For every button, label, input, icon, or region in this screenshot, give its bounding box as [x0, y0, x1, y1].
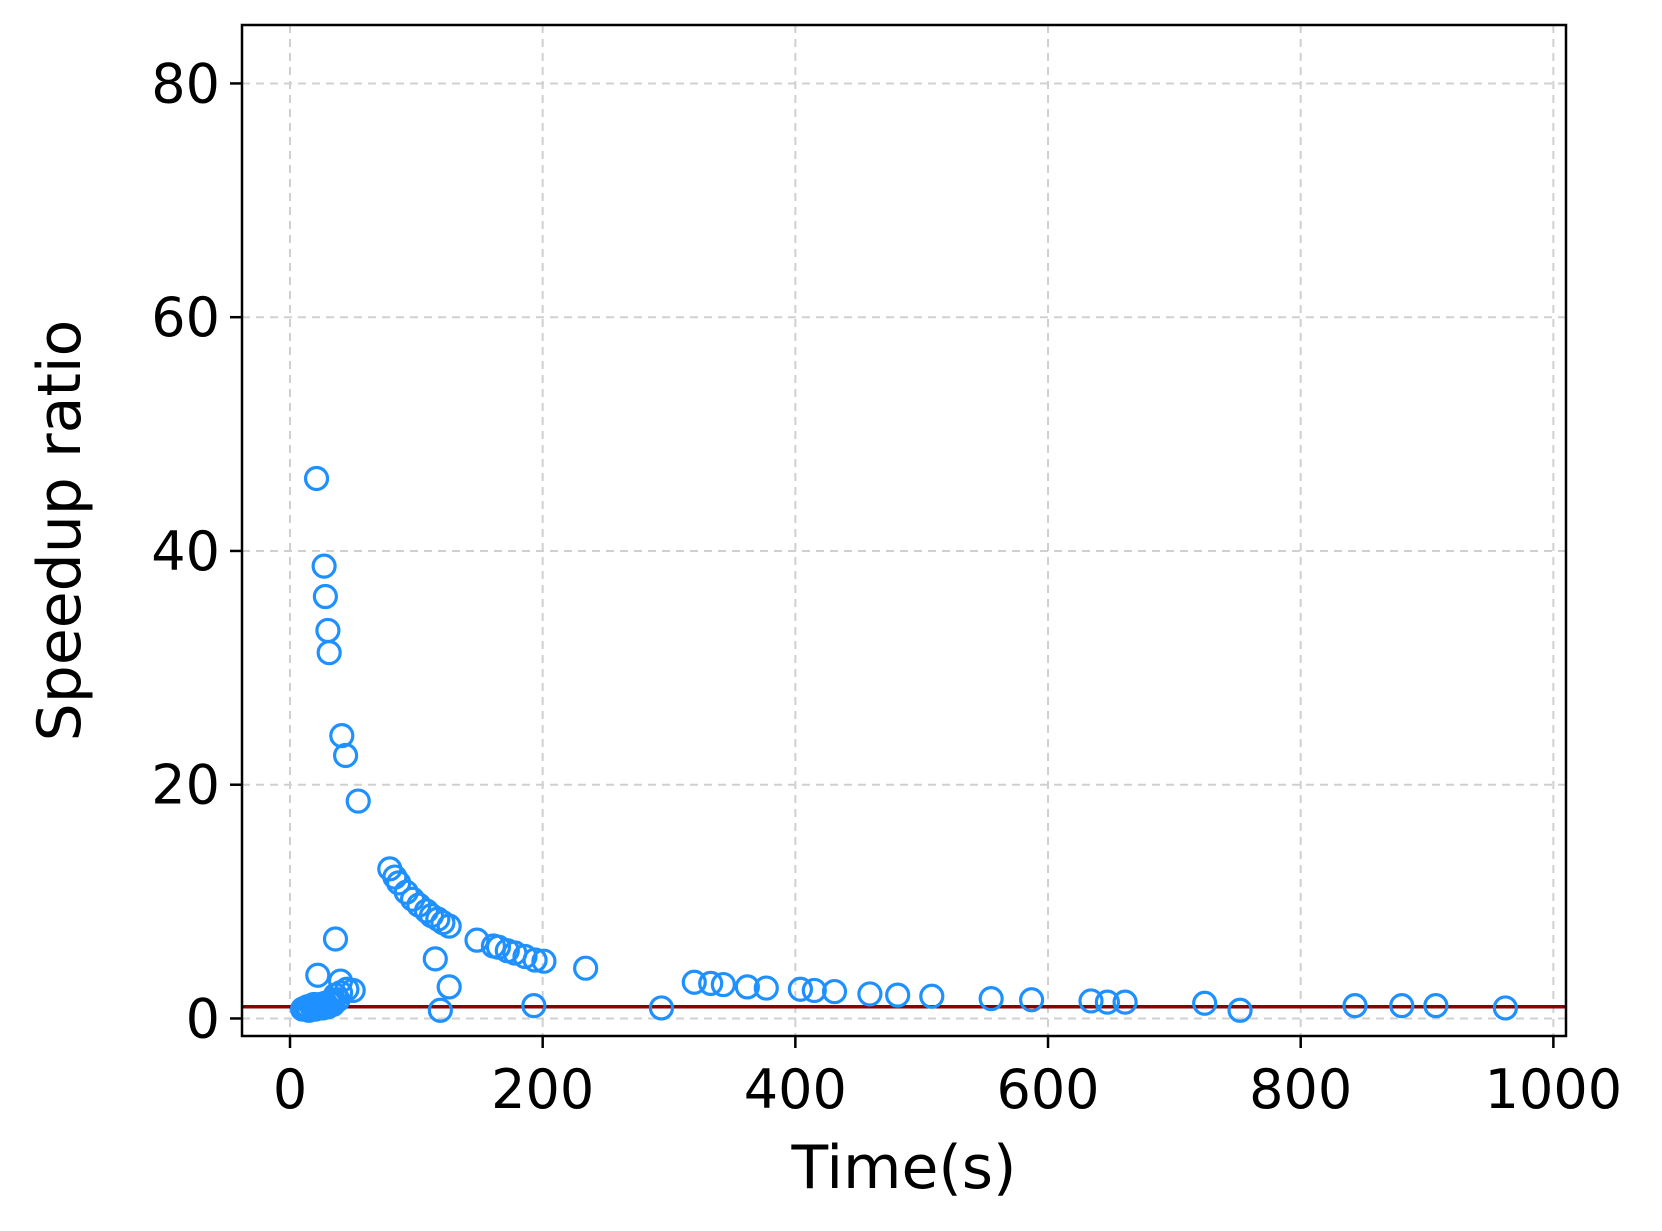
- data-point: [698, 970, 724, 997]
- data-point: [885, 982, 911, 1008]
- y-tick-label: 20: [151, 754, 220, 817]
- data-point: [1423, 993, 1449, 1019]
- data-point: [1094, 989, 1121, 1015]
- data-point: [312, 583, 338, 610]
- plot-area-frame: [240, 23, 1568, 1038]
- x-tick-label: 0: [273, 1058, 307, 1121]
- data-point: [1078, 988, 1104, 1014]
- data-point: [801, 977, 827, 1004]
- data-point: [464, 927, 490, 953]
- y-tick-label: 40: [151, 520, 220, 583]
- data-point: [573, 955, 599, 981]
- x-tick-label: 400: [744, 1058, 847, 1121]
- data-point: [681, 969, 707, 995]
- data-point: [531, 948, 557, 974]
- grid: [242, 25, 1566, 1036]
- data-point: [345, 788, 371, 814]
- data-point: [1389, 993, 1415, 1019]
- y-tick-label: 60: [151, 286, 220, 349]
- data-point: [422, 946, 448, 972]
- data-point: [393, 879, 419, 905]
- data-point: [753, 975, 779, 1001]
- x-tick-label: 1000: [1485, 1058, 1622, 1121]
- data-point: [303, 465, 330, 492]
- data-point: [332, 742, 359, 769]
- data-point: [1342, 993, 1368, 1019]
- x-tick-label: 600: [996, 1058, 1099, 1121]
- data-point: [857, 981, 883, 1007]
- data-point: [340, 977, 366, 1004]
- data-point: [1112, 989, 1138, 1015]
- data-point: [1018, 987, 1045, 1013]
- data-point: [1227, 997, 1253, 1023]
- data-point: [322, 926, 349, 952]
- data-point: [522, 947, 548, 973]
- x-tick-label: 800: [1249, 1058, 1352, 1121]
- data-point: [1492, 995, 1518, 1021]
- data-point: [427, 997, 453, 1023]
- data-point: [648, 995, 675, 1021]
- data-point: [734, 974, 760, 1000]
- data-point: [787, 976, 814, 1002]
- data-point: [315, 617, 341, 644]
- x-axis-title: Time(s): [791, 1133, 1017, 1203]
- y-axis-title: Speedup ratio: [25, 320, 95, 742]
- data-point: [316, 640, 342, 666]
- data-point: [436, 974, 462, 1000]
- data-point: [978, 985, 1004, 1012]
- y-tick-label: 0: [186, 987, 220, 1050]
- data-point: [919, 983, 945, 1009]
- data-point: [710, 971, 736, 998]
- x-tick-label: 200: [491, 1058, 594, 1121]
- data-point: [329, 723, 355, 749]
- axis-ticks: 0 200 400 600 800 1000 0 20 40 60 80: [151, 52, 1622, 1121]
- data-point: [1192, 990, 1218, 1016]
- data-point: [311, 553, 337, 579]
- y-tick-label: 80: [151, 52, 220, 115]
- data-points: [290, 465, 1518, 1023]
- data-point: [821, 978, 848, 1005]
- data-point: [305, 962, 331, 988]
- data-point: [521, 993, 547, 1019]
- data-point: [436, 913, 462, 939]
